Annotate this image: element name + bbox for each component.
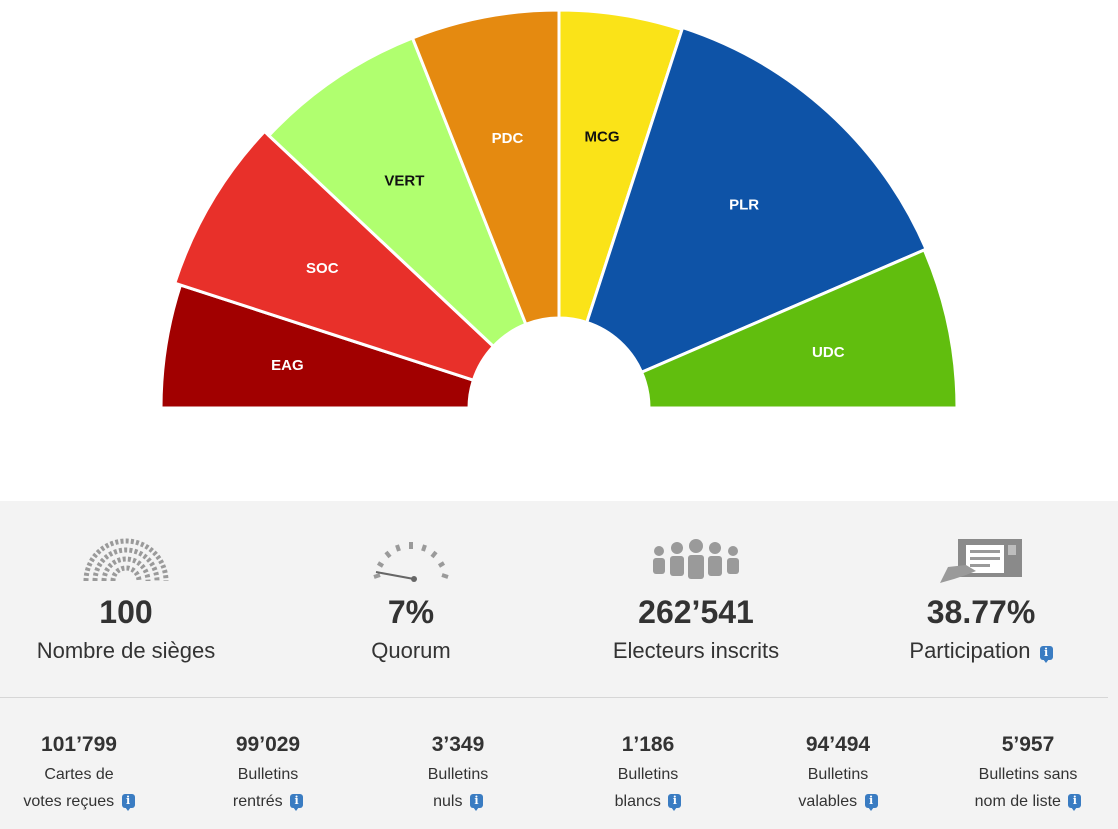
- segment-label-eag: EAG: [271, 357, 304, 374]
- segment-udc[interactable]: [639, 247, 959, 410]
- count-ballots-without-list: 5’957 Bulletins sans nom de liste i: [943, 731, 1113, 815]
- gauge-icon: [366, 535, 456, 590]
- segment-label-soc: SOC: [306, 260, 339, 277]
- count-label: Bulletins rentrés i: [183, 761, 353, 815]
- segment-label-udc: UDC: [812, 344, 845, 361]
- seats-label: Nombre de sièges: [36, 638, 216, 663]
- count-returned-ballots: 99’029 Bulletins rentrés i: [183, 731, 353, 815]
- count-label: Bulletins blancs i: [563, 761, 733, 815]
- segment-eag[interactable]: [159, 283, 476, 410]
- info-icon[interactable]: i: [668, 794, 682, 811]
- info-icon[interactable]: i: [469, 794, 483, 811]
- quorum-value: 7%: [387, 594, 435, 630]
- count-label: Bulletins nuls i: [373, 761, 543, 815]
- count-label-line2: blancs: [614, 793, 661, 810]
- count-label: Bulletins valables i: [753, 761, 923, 815]
- info-icon[interactable]: i: [864, 794, 878, 811]
- count-label: Bulletins sans nom de liste i: [943, 761, 1113, 815]
- count-value: 101’799: [41, 733, 117, 756]
- count-label-line1: Bulletins: [237, 766, 299, 783]
- segment-mcg[interactable]: [557, 8, 684, 325]
- seats-value: 100: [99, 594, 153, 630]
- hemicycle-icon: [81, 535, 171, 590]
- count-received-cards: 101’799 Cartes de votes reçues i: [0, 731, 164, 815]
- info-icon[interactable]: i: [1068, 794, 1082, 811]
- participation-label-text: Participation: [909, 638, 1031, 663]
- info-icon[interactable]: i: [121, 794, 135, 811]
- count-null-ballots: 3’349 Bulletins nuls i: [373, 731, 543, 815]
- segment-label-pdc: PDC: [492, 130, 524, 147]
- count-label-line2: valables: [798, 793, 858, 810]
- count-value: 1’186: [621, 733, 675, 756]
- count-blank-ballots: 1’186 Bulletins blancs i: [563, 731, 733, 815]
- info-icon[interactable]: i: [290, 794, 304, 811]
- info-icon[interactable]: i: [1039, 646, 1053, 663]
- segment-pdc[interactable]: [410, 8, 561, 327]
- count-label-line2: nom de liste: [974, 793, 1061, 810]
- count-label-line1: Bulletins: [427, 766, 489, 783]
- divider: [0, 697, 1108, 698]
- count-label-line1: Bulletins sans: [978, 766, 1078, 783]
- count-label-line1: Bulletins: [807, 766, 869, 783]
- segment-label-plr: PLR: [729, 197, 759, 214]
- count-label-line1: Bulletins: [617, 766, 679, 783]
- count-label: Cartes de votes reçues i: [0, 761, 164, 815]
- people-icon: [651, 535, 741, 590]
- quorum-label: Quorum: [371, 638, 451, 663]
- participation-value: 38.77%: [926, 594, 1036, 630]
- count-value: 5’957: [1001, 733, 1055, 756]
- ballot-box-icon: [936, 535, 1026, 590]
- count-valid-ballots: 94’494 Bulletins valables i: [753, 731, 923, 815]
- segment-label-mcg: MCG: [585, 128, 620, 145]
- count-label-line2: rentrés: [232, 793, 283, 810]
- count-label-line2: votes reçues: [23, 793, 115, 810]
- segment-label-vert: VERT: [384, 173, 424, 190]
- count-label-line2: nuls: [433, 793, 463, 810]
- count-value: 3’349: [431, 733, 485, 756]
- count-label-line1: Cartes de: [44, 766, 114, 783]
- hemicycle-chart: EAG SOC VERT PDC MCG PLR UDC: [159, 8, 959, 410]
- participation-label: Participation i: [861, 637, 1101, 665]
- segment-soc[interactable]: [172, 129, 496, 383]
- electors-label: Electeurs inscrits: [612, 638, 780, 663]
- segment-vert[interactable]: [266, 36, 528, 349]
- electors-value: 262’541: [638, 594, 754, 630]
- segment-plr[interactable]: [584, 25, 929, 375]
- summary-panel: 100 Nombre de sièges 7%: [0, 501, 1118, 829]
- count-value: 94’494: [805, 733, 871, 756]
- count-value: 99’029: [235, 733, 301, 756]
